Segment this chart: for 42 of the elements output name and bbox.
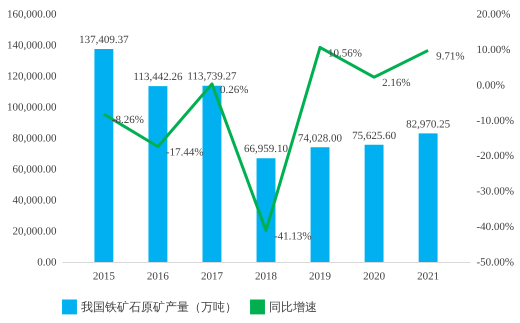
data-label: 113,739.27 — [187, 70, 238, 83]
bar — [256, 158, 276, 262]
y-tick-label: 100,000.00 — [7, 102, 57, 114]
bar — [202, 86, 222, 262]
y-tick-label: 0.00 — [37, 256, 57, 268]
y2-tick-label: -50.00% — [476, 256, 514, 268]
data-label: 137,409.37 — [79, 34, 130, 46]
y2-tick-label: -10.00% — [476, 114, 514, 127]
x-tick-label: 2021 — [417, 270, 440, 282]
y-tick-label: 140,000.00 — [7, 40, 57, 52]
x-tick-label: 2017 — [200, 270, 224, 282]
y2-tick-label: 10.00% — [476, 44, 510, 56]
bar — [364, 144, 384, 262]
y-tick-label: 120,000.00 — [7, 70, 57, 82]
y2-tick-label: 0.00% — [476, 79, 505, 92]
bar — [310, 147, 330, 262]
bar — [148, 86, 168, 262]
y2-tick-label: 20.00% — [476, 8, 510, 20]
bar — [94, 49, 114, 262]
data-label: 75,625.60 — [352, 130, 397, 142]
y2-tick-label: -20.00% — [476, 150, 514, 162]
y-tick-label: 60,000.00 — [12, 164, 57, 176]
y-tick-label: 80,000.00 — [12, 132, 57, 144]
x-tick-label: 2019 — [309, 270, 332, 282]
data-label: 82,970.25 — [406, 118, 451, 130]
x-tick-label: 2015 — [92, 270, 116, 282]
y-tick-label: 160,000.00 — [7, 8, 57, 20]
data-label: 66,959.10 — [244, 143, 288, 156]
x-tick-label: 2020 — [363, 270, 386, 282]
legend-label: 同比增速 — [269, 300, 317, 314]
x-tick-label: 2018 — [255, 270, 278, 282]
data-label: 2.16% — [382, 77, 410, 90]
bar — [418, 133, 438, 262]
data-label: 74,028.00 — [298, 132, 343, 144]
y2-tick-label: -30.00% — [476, 186, 514, 198]
data-label: 9.71% — [436, 50, 465, 62]
y-tick-label: 40,000.00 — [12, 194, 57, 206]
y2-tick-label: -40.00% — [476, 221, 514, 234]
data-label: 113,442.26 — [133, 71, 183, 84]
y-tick-label: 20,000.00 — [12, 226, 57, 238]
legend-label: 我国铁矿石原矿产量（万吨） — [81, 300, 237, 314]
x-tick-label: 2016 — [146, 270, 170, 282]
